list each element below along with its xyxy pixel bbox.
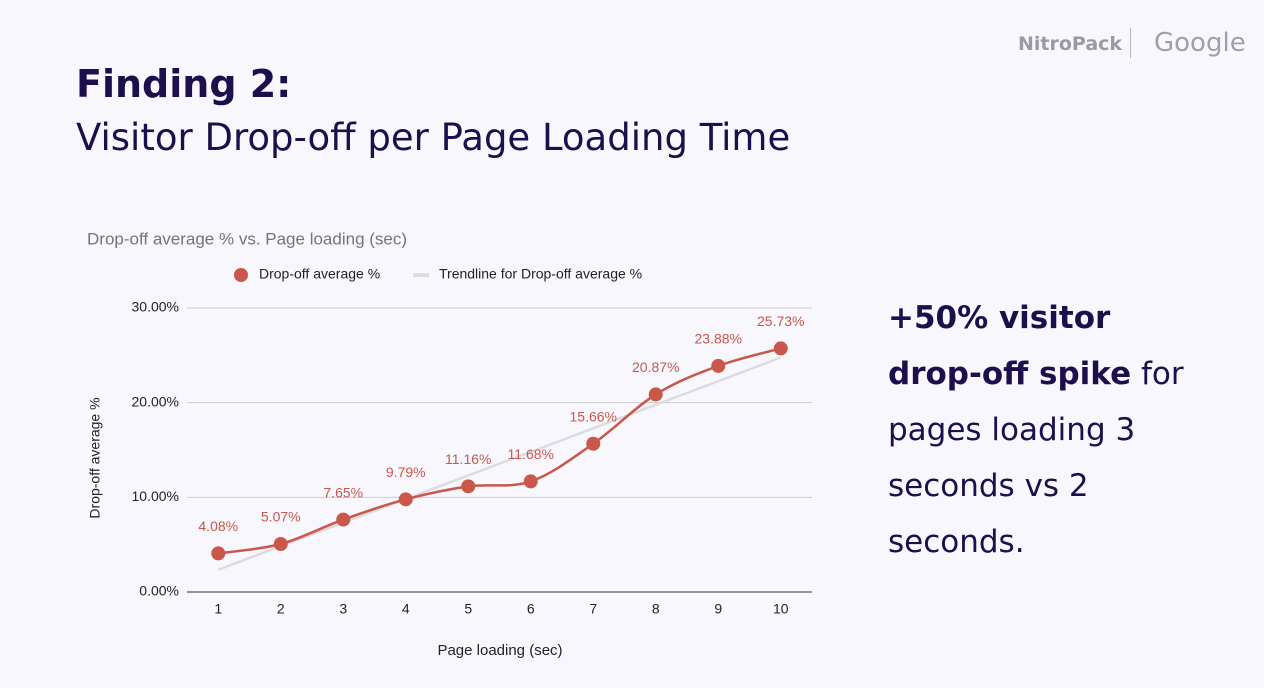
logo: NitroPack	[1018, 33, 1123, 55]
data-label: 4.08%	[198, 518, 238, 534]
y-tick-label: 30.00%	[132, 299, 179, 315]
legend-marker	[234, 268, 248, 282]
x-tick-label: 9	[714, 601, 722, 617]
chart-title: Drop-off average % vs. Page loading (sec…	[87, 229, 407, 248]
x-tick-label: 6	[527, 601, 535, 617]
data-point	[586, 436, 601, 451]
data-point	[398, 492, 413, 507]
data-point	[461, 479, 476, 494]
x-axis-label: Page loading (sec)	[437, 642, 562, 659]
data-line	[218, 347, 782, 555]
chart: Drop-off average % vs. Page loading (sec…	[87, 229, 812, 659]
side-text: +50% visitor drop-off spike for pages lo…	[888, 290, 1208, 570]
x-tick-label: 7	[589, 601, 597, 617]
x-tick-label: 3	[339, 601, 347, 617]
x-tick-label: 2	[277, 601, 285, 617]
separator	[1130, 28, 1131, 58]
data-point	[773, 341, 788, 356]
text: for pages loading 3 seconds vs 2 seconds…	[888, 356, 1184, 560]
data-label: 23.88%	[695, 331, 742, 347]
x-tick-label: 8	[652, 601, 660, 617]
x-tick-label: 1	[214, 601, 222, 617]
y-tick-label: 10.00%	[132, 488, 179, 504]
data-point	[711, 358, 726, 373]
x-tick-label: 4	[402, 601, 410, 617]
data-label: 9.79%	[386, 464, 426, 480]
data-point	[648, 387, 663, 402]
y-axis-label: Drop-off average %	[87, 397, 103, 518]
x-tick-label: 10	[773, 601, 789, 617]
legend-label: Drop-off average %	[259, 266, 380, 282]
data-point	[523, 474, 538, 489]
data-label: 11.68%	[508, 446, 554, 462]
legend-label: Trendline for Drop-off average %	[439, 266, 642, 282]
data-label: 25.73%	[757, 313, 804, 329]
subtitle: Visitor Drop-off per Page Loading Time	[76, 116, 791, 159]
data-point	[336, 512, 351, 527]
x-tick-label: 5	[464, 601, 472, 617]
trendline	[217, 356, 782, 571]
data-point	[211, 546, 226, 561]
data-label: 5.07%	[261, 509, 301, 525]
data-point	[273, 537, 288, 552]
highlight: +50% visitor drop-off spike	[888, 300, 1132, 392]
y-tick-label: 20.00%	[132, 393, 179, 409]
y-tick-label: 0.00%	[139, 583, 179, 599]
data-label: 7.65%	[323, 484, 363, 500]
data-label: 20.87%	[632, 359, 679, 375]
data-label: 15.66%	[570, 408, 617, 424]
title: Finding 2:	[76, 62, 292, 106]
logo: Google	[1154, 28, 1246, 58]
data-label: 11.16%	[445, 451, 491, 467]
